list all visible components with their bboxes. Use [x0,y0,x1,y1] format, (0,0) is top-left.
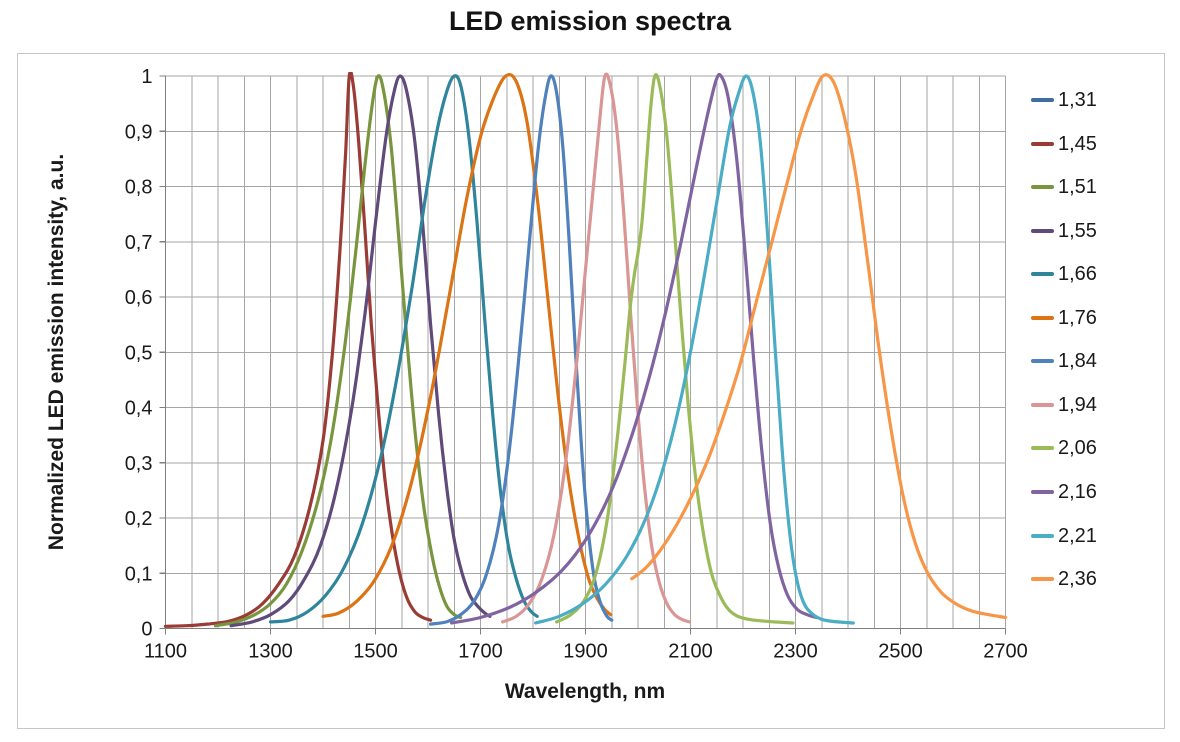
x-tick-label: 1900 [563,641,608,663]
x-axis-label: Wavelength, nm [504,680,666,703]
x-tick-label: 2700 [983,641,1028,663]
legend-item-2,16[interactable]: 2,16 [1031,480,1097,504]
legend-item-1,66[interactable]: 1,66 [1031,262,1097,286]
series-line-1,51[interactable] [213,74,463,628]
gridlines [165,75,1006,629]
legend-item-2,06[interactable]: 2,06 [1031,436,1097,460]
x-tick-label: 2500 [878,641,923,663]
legend-swatch-icon [1031,533,1054,538]
y-tick-label: 0,1 [125,563,153,585]
x-tick-label: 1100 [144,641,187,663]
legend-swatch-icon [1031,359,1054,364]
series-line-1,94[interactable] [501,72,692,624]
legend-swatch-icon [1031,272,1054,277]
legend-item-2,36[interactable]: 2,36 [1031,567,1097,591]
legend-swatch-icon [1031,315,1054,320]
y-tick-label: 0,3 [125,453,153,475]
legend-item-1,45[interactable]: 1,45 [1031,132,1097,156]
series-curves [163,71,1008,628]
legend-label: 1,84 [1058,350,1097,373]
axes [159,75,1007,635]
legend-label: 2,36 [1058,568,1097,591]
series-line-2,21[interactable] [534,74,855,625]
legend-item-1,94[interactable]: 1,94 [1031,393,1097,417]
legend: 1,31 1,45 1,51 1,55 1,66 1,76 1,84 1,94 2,06 2,16… [1031,0,1171,742]
legend-swatch-icon [1031,402,1054,407]
legend-swatch-icon [1031,141,1054,146]
legend-label: 1,31 [1058,89,1097,111]
legend-label: 2,21 [1058,524,1097,547]
legend-label: 1,51 [1058,176,1097,199]
legend-swatch-icon [1031,577,1054,582]
series-line-1,55[interactable] [229,74,492,628]
legend-swatch-icon [1031,228,1054,233]
legend-label: 1,55 [1058,219,1097,242]
chart-frame [17,53,1165,729]
y-tick-label: 0,5 [125,342,153,364]
y-tick-label: 0,8 [125,177,153,199]
x-tick-label: 2300 [773,641,818,663]
legend-item-1,31[interactable]: 1,31 [1031,88,1097,112]
x-tick-label: 1500 [353,641,398,663]
legend-label: 1,66 [1058,263,1097,286]
y-axis-label: Normalized LED emission intensity, a.u. [45,153,68,551]
legend-swatch-icon [1031,185,1054,190]
x-tick-label: 2100 [668,641,713,663]
series-line-2,36[interactable] [630,73,1008,620]
y-tick-label: 0 [141,619,152,641]
legend-item-1,55[interactable]: 1,55 [1031,219,1097,243]
y-tick-label: 0,6 [125,287,153,309]
legend-label: 1,76 [1058,306,1097,329]
legend-swatch-icon [1031,446,1054,451]
y-tick-label: 0,9 [125,121,153,143]
legend-item-2,21[interactable]: 2,21 [1031,524,1097,548]
series-line-2,06[interactable] [555,73,795,625]
legend-label: 1,45 [1058,132,1097,155]
legend-swatch-icon [1031,489,1054,494]
series-line-2,16[interactable] [450,72,819,625]
y-tick-label: 0,2 [125,508,153,530]
legend-label: 2,06 [1058,437,1097,460]
x-tick-label: 1300 [248,641,293,663]
legend-item-1,51[interactable]: 1,51 [1031,175,1097,199]
legend-item-1,76[interactable]: 1,76 [1031,306,1097,330]
legend-item-1,84[interactable]: 1,84 [1031,349,1097,373]
x-tick-label: 1700 [458,641,503,663]
y-tick-label: 0,7 [125,232,153,254]
y-tick-label: 0,4 [125,398,153,420]
series-line-1,76[interactable] [321,72,613,618]
series-line-1,66[interactable] [268,74,539,624]
tick-labels: 1100 1300 1500 1700 1900 2100 2300 2500 2700 1 0,9… [125,66,1028,663]
legend-swatch-icon [1031,98,1054,102]
y-tick-label: 1 [141,66,152,88]
chart-title: LED emission spectra [448,6,732,36]
series-line-1,45[interactable] [163,71,433,628]
legend-label: 1,94 [1058,393,1097,416]
legend-label: 2,16 [1058,480,1097,503]
